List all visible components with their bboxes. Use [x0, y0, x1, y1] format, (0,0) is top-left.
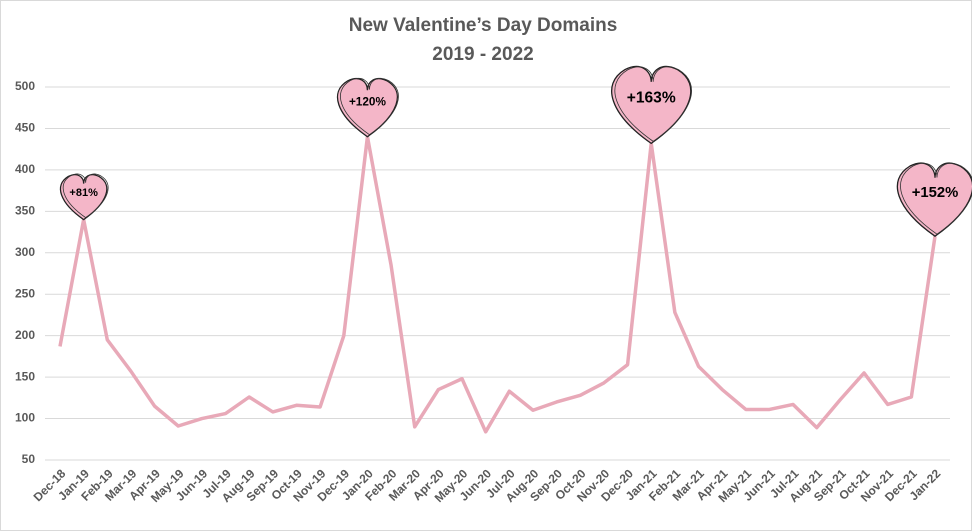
- annotation-label: +152%: [912, 185, 959, 201]
- data-line: [58, 134, 937, 434]
- y-tick-label: 500: [15, 79, 35, 93]
- y-tick-label: 300: [15, 245, 35, 259]
- y-tick-label: 250: [15, 286, 35, 300]
- heart: [612, 67, 691, 144]
- annotation-label: +120%: [349, 96, 387, 109]
- heart: [60, 175, 106, 220]
- y-tick-label: 400: [15, 162, 35, 176]
- y-tick-label: 50: [22, 452, 36, 466]
- y-tick-label: 200: [15, 328, 35, 342]
- chart-subtitle: 2019 - 2022: [432, 44, 533, 65]
- annotation: +120%: [338, 78, 399, 136]
- heart-sketch: [615, 67, 692, 142]
- annotation-label: +163%: [627, 89, 676, 106]
- annotation: +152%: [897, 163, 972, 236]
- heart: [338, 79, 398, 137]
- heart-sketch: [900, 163, 972, 234]
- y-tick-label: 450: [15, 121, 35, 135]
- annotation: +163%: [612, 67, 692, 144]
- chart-title: New Valentine’s Day Domains: [349, 15, 618, 36]
- annotation-label: +81%: [69, 187, 98, 199]
- y-tick-label: 150: [15, 369, 35, 383]
- y-tick-label: 350: [15, 204, 35, 218]
- heart: [897, 163, 972, 236]
- annotation: +81%: [60, 174, 108, 220]
- y-tick-label: 100: [15, 411, 35, 425]
